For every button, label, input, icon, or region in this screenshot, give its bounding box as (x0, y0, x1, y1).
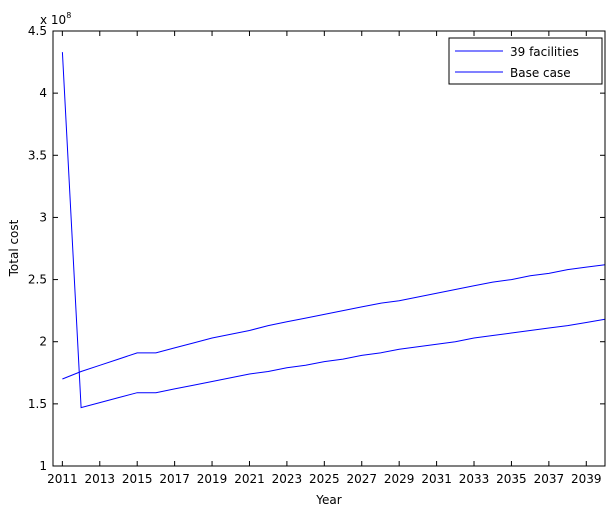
legend: 39 facilities Base case (448, 37, 603, 85)
x-tick-label: 2013 (85, 472, 116, 486)
x-tick-label: 2033 (459, 472, 490, 486)
y-tick-label: 4.5 (28, 24, 47, 38)
x-tick-label: 2035 (496, 472, 527, 486)
x-tick-label: 2025 (309, 472, 340, 486)
x-tick-label: 2039 (571, 472, 602, 486)
x-tick-label: 2037 (534, 472, 565, 486)
x-tick-label: 2031 (421, 472, 452, 486)
plot-frame (52, 30, 606, 467)
y-exponent-label: x 108 (40, 11, 71, 27)
x-tick-label: 2017 (159, 472, 190, 486)
y-axis-ticks: 1 1.5 2 2.5 3 3.5 4 4.5 (28, 24, 605, 473)
series-line-39-facilities (61, 52, 606, 409)
legend-label-base-case: Base case (510, 66, 571, 80)
y-exponent-power: 8 (66, 11, 71, 20)
x-tick-label: 2015 (122, 472, 153, 486)
y-tick-label: 3.5 (28, 148, 47, 162)
y-tick-label: 2.5 (28, 273, 47, 287)
series-line-base-case (62, 264, 606, 380)
x-tick-label: 2011 (47, 472, 78, 486)
x-axis-ticks: 2011 2013 2015 2017 2019 2021 2023 2025 2027 2029… (47, 31, 602, 486)
legend-box (448, 37, 603, 85)
y-axis-label: Total cost (7, 219, 21, 277)
x-axis-label: Year (315, 493, 341, 507)
x-tick-label: 2021 (234, 472, 265, 486)
y-tick-label: 1 (39, 459, 47, 473)
y-tick-label: 4 (39, 86, 47, 100)
x-tick-label: 2027 (346, 472, 377, 486)
legend-label-39-facilities: 39 facilities (510, 45, 579, 59)
y-exponent-base: x 10 (40, 13, 66, 27)
x-tick-label: 2023 (272, 472, 303, 486)
x-tick-label: 2029 (384, 472, 415, 486)
y-tick-label: 1.5 (28, 397, 47, 411)
y-tick-label: 3 (39, 210, 47, 224)
x-tick-label: 2019 (197, 472, 228, 486)
series-layer (61, 52, 606, 409)
y-tick-label: 2 (39, 335, 47, 349)
